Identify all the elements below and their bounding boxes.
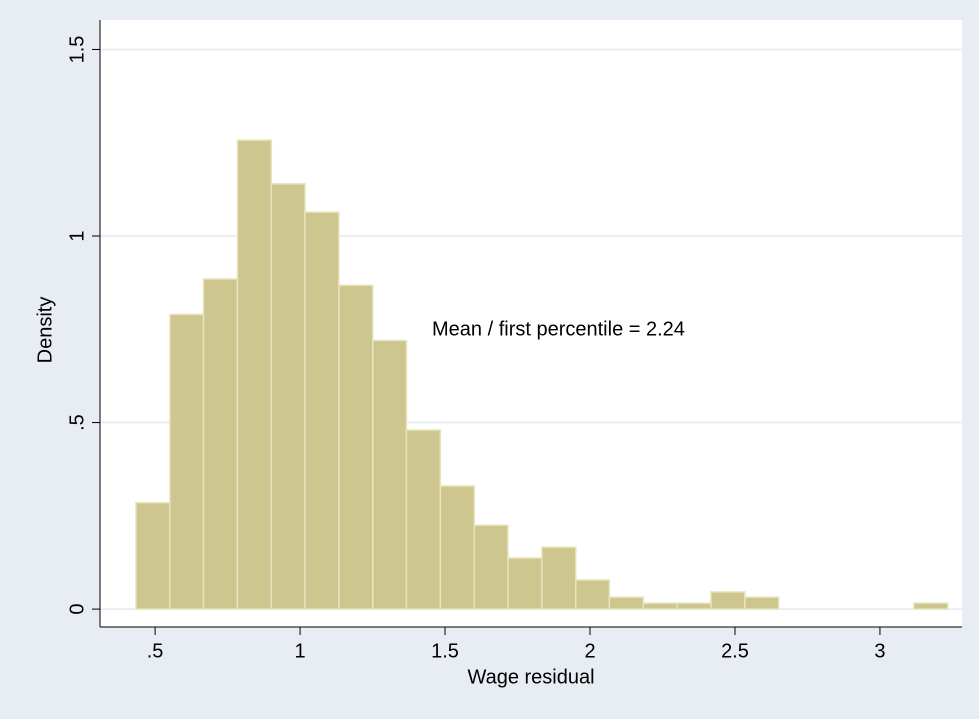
y-tick-label: 1	[66, 230, 88, 241]
y-tick-label: .5	[66, 414, 88, 431]
y-tick-label: 1.5	[66, 36, 88, 64]
bar	[575, 579, 611, 610]
bar	[338, 284, 374, 610]
bar	[439, 485, 476, 610]
bar	[135, 502, 171, 610]
bar	[202, 278, 239, 610]
bar	[507, 557, 543, 610]
x-tick-label: 3	[874, 640, 885, 662]
bar	[541, 546, 577, 610]
x-tick-label: 1.5	[431, 640, 459, 662]
bar	[270, 183, 306, 610]
x-tick-label: 1	[294, 640, 305, 662]
bar	[710, 591, 746, 610]
annotation: Mean / first percentile = 2.24	[432, 318, 685, 340]
bar	[405, 429, 442, 610]
bar	[169, 313, 205, 610]
bar	[372, 339, 408, 610]
y-tick-label: 0	[66, 604, 88, 615]
bar	[642, 602, 679, 610]
x-tick-label: 2	[584, 640, 595, 662]
bar	[236, 139, 273, 610]
x-tick-label: .5	[147, 640, 164, 662]
bar	[304, 211, 340, 610]
bar	[676, 602, 712, 610]
x-axis-label: Wage residual	[467, 666, 594, 688]
bar	[473, 524, 509, 610]
x-tick-label: 2.5	[721, 640, 749, 662]
y-axis-label: Density	[34, 297, 56, 364]
bar	[913, 602, 949, 610]
bar	[744, 596, 780, 610]
bar	[608, 596, 645, 610]
